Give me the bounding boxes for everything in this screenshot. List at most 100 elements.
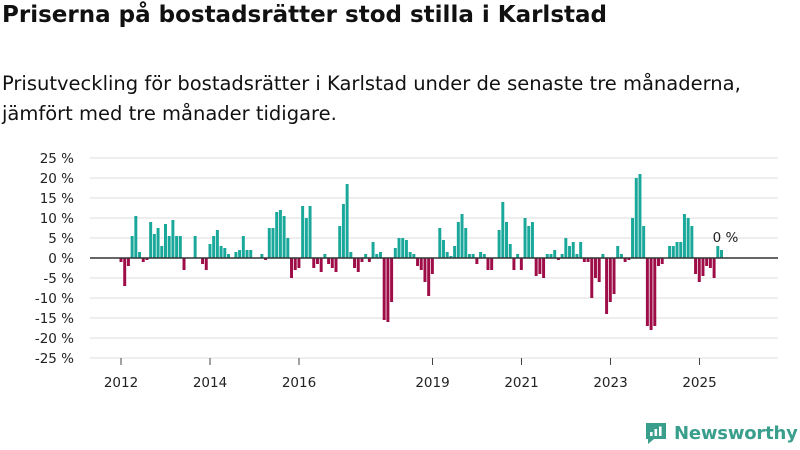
brand-name: Newsworthy: [674, 422, 798, 444]
bar: [671, 246, 675, 258]
bar: [634, 178, 638, 258]
bar: [167, 236, 171, 258]
y-tick-label: -15 %: [35, 311, 74, 327]
bar: [460, 214, 464, 258]
bar: [690, 226, 694, 258]
bar: [412, 254, 416, 258]
bar: [182, 258, 186, 270]
bar: [208, 244, 212, 258]
bar: [356, 258, 360, 272]
y-tick-label: 20 %: [40, 171, 74, 187]
bar: [327, 258, 331, 264]
bar: [631, 218, 635, 258]
bar: [234, 252, 238, 258]
x-tick-label: 2019: [415, 375, 449, 391]
y-tick-label: -25 %: [35, 351, 74, 367]
bar: [149, 222, 153, 258]
bar: [312, 258, 316, 268]
bar: [134, 216, 138, 258]
bar: [364, 254, 368, 258]
bar: [479, 252, 483, 258]
bar: [649, 258, 653, 330]
bar: [393, 248, 397, 258]
bar: [301, 206, 305, 258]
bar: [360, 258, 364, 262]
bar: [482, 254, 486, 258]
bar: [297, 258, 301, 268]
bar: [497, 230, 501, 258]
bar: [605, 258, 609, 314]
bar: [390, 258, 394, 302]
y-tick-label: 0 %: [48, 251, 74, 267]
bar: [338, 226, 342, 258]
bar: [442, 240, 445, 258]
bar: [430, 258, 434, 274]
bar: [616, 246, 620, 258]
gridlines: [90, 157, 778, 359]
bar: [453, 246, 457, 258]
bar: [642, 226, 646, 258]
bar: [716, 246, 720, 258]
bar: [353, 258, 357, 268]
bar: [467, 254, 471, 258]
y-axis: 25 % 20 % 15 % 10 % 5 % 0 % -5 % -10 % -15 % -20 …: [35, 151, 74, 367]
bar: [445, 252, 449, 258]
bar: [534, 258, 538, 276]
bars: [119, 174, 723, 330]
bar: [241, 236, 245, 258]
bar: [623, 258, 627, 262]
bar: [171, 220, 175, 258]
bar: [345, 184, 349, 258]
bar: [519, 258, 523, 270]
bar: [212, 236, 216, 258]
bar: [245, 250, 249, 258]
bar: [249, 250, 253, 258]
bar: [308, 206, 312, 258]
bar: [286, 238, 290, 258]
bar: [490, 258, 494, 270]
bar: [138, 252, 142, 258]
bar: [545, 254, 549, 258]
x-tick-label: 2014: [193, 375, 227, 391]
bar: [416, 258, 420, 266]
bar: [530, 222, 534, 258]
bar: [593, 258, 597, 278]
x-axis: 2012 2014 2016 2019 2021 2023 2025: [104, 358, 717, 391]
bar: [657, 258, 660, 266]
newsworthy-logo-icon: [646, 423, 666, 444]
bar: [579, 242, 583, 258]
bar: [367, 258, 371, 262]
bar: [382, 258, 386, 320]
bar: [549, 254, 553, 258]
bar: [323, 254, 327, 258]
bar: [501, 202, 505, 258]
bar: [720, 250, 723, 258]
bar: [371, 242, 375, 258]
bar: [486, 258, 490, 270]
bar: [278, 210, 282, 258]
bar: [527, 226, 531, 258]
bar: [152, 234, 156, 258]
bar: [586, 258, 590, 262]
bar: [505, 222, 508, 258]
bar: [682, 214, 686, 258]
bar: [619, 254, 623, 258]
chart-title: Priserna på bostadsrätter stod stilla i …: [2, 2, 607, 28]
bar: [597, 258, 601, 282]
bar: [282, 216, 286, 258]
bar: [175, 236, 179, 258]
bar: [608, 258, 612, 302]
bar: [193, 236, 197, 258]
bar: [119, 258, 123, 262]
bar: [238, 250, 242, 258]
bar: [668, 246, 672, 258]
bar: [271, 228, 275, 258]
bar: [464, 228, 468, 258]
bar: [694, 258, 698, 274]
bar: [227, 254, 230, 258]
x-tick-label: 2023: [593, 375, 627, 391]
bar: [379, 252, 382, 258]
bar: [215, 230, 219, 258]
bar: [401, 238, 405, 258]
bar: [679, 242, 683, 258]
